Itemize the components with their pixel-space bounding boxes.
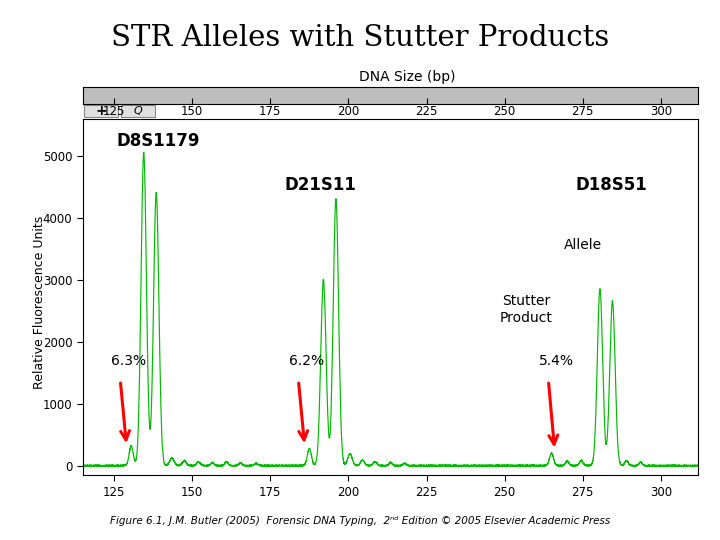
Text: D18S51: D18S51 <box>575 177 647 194</box>
Text: +: + <box>95 104 107 118</box>
Text: 6.2%: 6.2% <box>289 354 324 368</box>
Text: 6.3%: 6.3% <box>111 354 146 368</box>
FancyBboxPatch shape <box>121 105 155 117</box>
Text: Q: Q <box>134 106 143 116</box>
Text: Stutter
Product: Stutter Product <box>500 294 553 325</box>
FancyBboxPatch shape <box>84 105 118 117</box>
Text: D21S11: D21S11 <box>284 177 356 194</box>
Text: D8S1179: D8S1179 <box>116 132 199 150</box>
Text: Figure 6.1, J.M. Butler (2005)  Forensic DNA Typing,  2ⁿᵈ Edition © 2005 Elsevie: Figure 6.1, J.M. Butler (2005) Forensic … <box>110 516 610 526</box>
Text: 5.4%: 5.4% <box>539 354 574 368</box>
Text: DNA Size (bp): DNA Size (bp) <box>359 70 455 84</box>
Text: STR Alleles with Stutter Products: STR Alleles with Stutter Products <box>111 24 609 52</box>
Text: Allele: Allele <box>564 238 602 252</box>
Text: Relative Fluorescence Units: Relative Fluorescence Units <box>33 216 46 389</box>
